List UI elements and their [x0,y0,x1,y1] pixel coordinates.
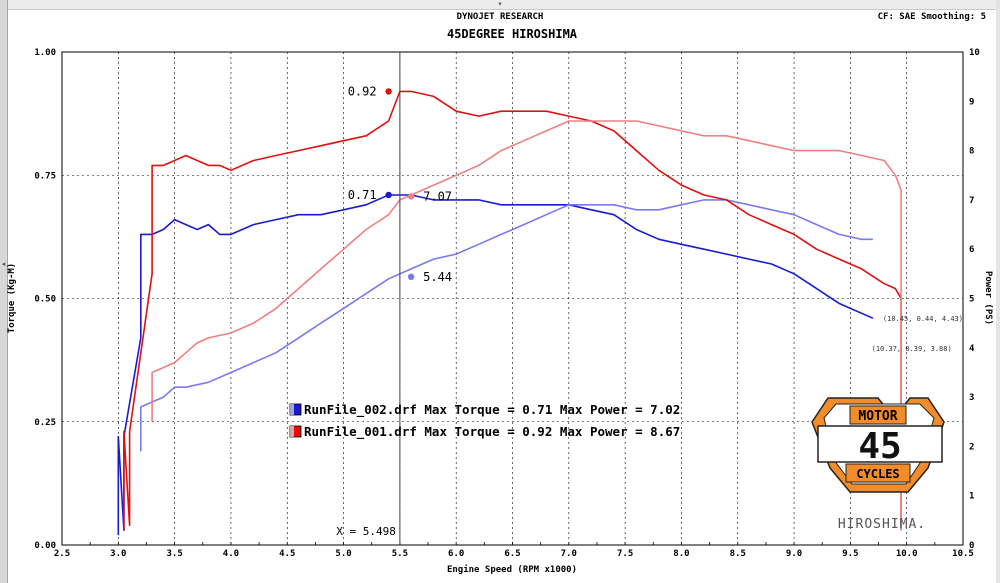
x-tick-label: 3.0 [110,549,126,559]
peak-marker [407,193,415,200]
y-right-tick-label: 1 [969,492,974,502]
y-right-tick-label: 6 [969,245,974,255]
logo-bottom-text: CYCLES [856,467,899,481]
x-axis-label: Engine Speed (RPM x1000) [447,564,577,575]
header-brand: DYNOJET RESEARCH [456,12,544,22]
peak-value-label: 0.71 [348,188,377,202]
x-tick-label: 5.0 [335,549,351,559]
x-tick-label: 8.0 [673,549,689,559]
annotations-layer: 0.92 0.71 7.07 5.44 (10.45, 0.44, 4.43) (10.3… [348,84,963,352]
x-tick-label: 8.5 [730,549,746,559]
axis-ticks: 2.5 3.0 3.5 4.0 4.5 5.0 5.5 6.0 6.5 7.0 7.5 8.0 8.5 9… [34,48,980,559]
y-left-tick-label: 0.50 [34,295,56,305]
legend-entry: RunFile_001.drf Max Torque = 0.92 Max Po… [304,424,680,440]
logo-top-text: MOTOR [858,409,897,424]
y-left-tick-label: 0.00 [34,541,56,551]
logo-number: 45 [858,426,901,467]
cursor-layer: X = 5.498 [336,52,401,545]
x-tick-label: 6.0 [448,549,464,559]
cursor-readout: X = 5.498 [336,525,396,538]
y-left-tick-label: 0.75 [34,171,56,181]
series-line-runfile-001-drf-torque [123,90,902,531]
legend-swatch-highlight [290,426,294,437]
splitter-grip-icon[interactable]: ▾ [498,0,502,8]
peak-value-label: 0.92 [348,84,377,98]
y-left-tick-label: 1.00 [34,48,56,58]
45-hiroshima-logo: MOTOR 45 CYCLES HIROSHIMA. [811,397,945,532]
logo-wordmark: HIROSHIMA. [838,517,926,532]
y-left-axis-label: Torque (Kg-M) [7,263,17,333]
legend-swatch-highlight [290,404,294,415]
x-tick-label: 5.5 [392,549,408,559]
legend: RunFile_002.drf Max Torque = 0.71 Max Po… [289,402,680,440]
right-edge [996,0,1000,583]
legend-entry: RunFile_002.drf Max Torque = 0.71 Max Po… [304,402,680,418]
y-right-tick-label: 9 [969,97,974,107]
peak-value-label: 7.07 [423,189,452,203]
left-splitter[interactable]: ◂ [0,0,8,583]
y-right-tick-label: 8 [969,147,974,157]
top-toolbar-strip: ▾ [0,0,1000,10]
y-right-tick-label: 5 [969,295,974,305]
x-tick-label: 4.5 [279,549,295,559]
y-right-tick-label: 2 [969,442,974,452]
x-tick-label: 9.0 [786,549,802,559]
y-right-tick-label: 10 [969,48,980,58]
x-tick-label: 4.0 [223,549,239,559]
series-line-runfile-002-drf-power [140,199,873,452]
y-right-axis-label: Power (PS) [983,271,993,325]
cursor-coordinate-readout: (10.45, 0.44, 4.43) [883,315,963,323]
side-splitter-arrow-icon[interactable]: ◂ [1,260,6,268]
y-right-tick-label: 0 [969,541,974,551]
chart-title: 45DEGREE HIROSHIMA [447,27,578,41]
x-tick-label: 7.0 [561,549,577,559]
peak-marker [385,191,392,199]
series-line-runfile-001-drf-power [151,120,902,531]
cursor-coordinate-readout: (10.37, 0.39, 3.88) [872,345,952,353]
y-right-tick-label: 7 [969,196,974,206]
peak-marker [385,88,392,95]
x-tick-label: 7.5 [617,549,633,559]
x-tick-label: 3.5 [166,549,182,559]
x-tick-label: 10.0 [896,549,918,559]
peak-marker [407,273,415,281]
x-tick-label: 2.5 [54,549,70,559]
header-correction: CF: SAE Smoothing: 5 [877,12,986,22]
peak-value-label: 5.44 [423,270,452,284]
x-tick-label: 10.5 [952,549,974,559]
x-tick-label: 6.5 [504,549,520,559]
x-tick-label: 9.5 [842,549,858,559]
y-left-tick-label: 0.25 [34,418,56,428]
y-right-tick-label: 4 [969,344,975,354]
y-right-tick-label: 3 [969,393,974,403]
